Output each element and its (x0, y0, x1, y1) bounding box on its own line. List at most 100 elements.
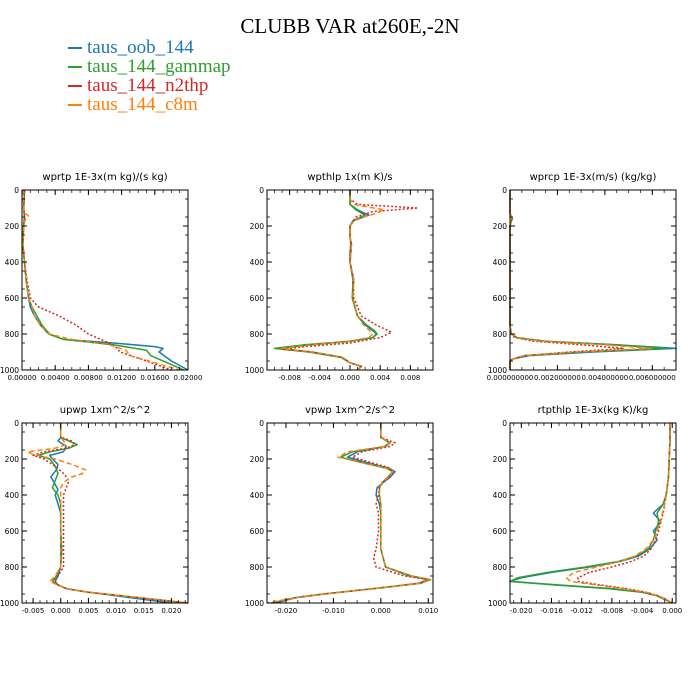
y-tick-label: 200 (493, 222, 508, 231)
series-line-taus-oob-144 (48, 423, 172, 604)
series-line-taus-144-c8m (26, 423, 189, 604)
y-tick-label: 600 (493, 527, 508, 536)
y-tick-label: 0 (259, 186, 264, 195)
y-tick-label: 0 (502, 419, 507, 428)
y-tick-label: 400 (250, 258, 265, 267)
legend-label: taus_144_gammap (87, 55, 231, 77)
x-tick-label: -0.008 (601, 607, 624, 615)
panel-wprcp: wprcp 1E-3x(m/s) (kg/kg) 0 200 400 600 800 100… (487, 172, 677, 382)
x-tick-label: 0.01200 (107, 374, 136, 382)
series-line-taus-144-c8m (281, 190, 385, 371)
series-line-taus-144-c8m (22, 189, 180, 371)
x-tick-label: -0.004 (631, 607, 654, 615)
legend-item-taus-144-gammap: taus_144_gammap (68, 55, 231, 77)
x-tick-label: 0.00000 (8, 374, 37, 382)
x-tick-label: 0.010 (106, 607, 126, 615)
y-tick-label: 1000 (488, 366, 507, 375)
legend-swatch (68, 65, 82, 68)
x-tick-label: 0.01600 (140, 374, 169, 382)
y-tick-label: 400 (5, 491, 20, 500)
panel-wpthlp: wpthlp 1x(m K)/s 0 200 400 600 800 1000 -0.008-… (245, 172, 434, 382)
x-tick-label: -0.016 (540, 607, 563, 615)
series-line-taus-144-n2thp (271, 423, 430, 604)
x-tick-label: 0.008 (400, 374, 420, 382)
panel-wprtp: wprtp 1E-3x(m kg)/(s kg) 0 200 400 600 800 100… (0, 172, 202, 382)
y-tick-label: 200 (5, 455, 20, 464)
panel-vpwp: vpwp 1xm^2/s^2 0 200 400 600 800 1000 -0.020 -0.… (245, 405, 438, 615)
panel-title: wpthlp 1x(m K)/s (307, 172, 392, 183)
legend-item-taus-144-c8m: taus_144_c8m (68, 93, 231, 115)
series-line-taus-144-c8m (509, 190, 654, 370)
y-tick-label: 800 (5, 330, 20, 339)
y-tick-label: 800 (493, 563, 508, 572)
panel-rtpthlp: rtpthlp 1E-3x(kg K)/kg02004006008001000-… (488, 405, 682, 615)
legend-label: taus_144_c8m (87, 93, 198, 115)
legend-item-taus-oob-144: taus_oob_144 (68, 37, 231, 58)
x-tick-label: 0.004 (370, 374, 391, 382)
x-tick-label: 0.000 (340, 374, 360, 382)
series-line-taus-144-n2thp (22, 189, 172, 371)
x-tick-label: 0.02000 (174, 374, 203, 382)
x-tick-label: 0.000 (51, 607, 71, 615)
legend-swatch (68, 103, 82, 106)
x-tick-label: -0.004 (309, 374, 332, 382)
panel-title: upwp 1xm^2/s^2 (60, 405, 150, 416)
panel-title: wprtp 1E-3x(m kg)/(s kg) (42, 172, 167, 183)
y-tick-label: 400 (493, 491, 508, 500)
y-tick-label: 0 (14, 419, 19, 428)
y-tick-label: 600 (5, 527, 20, 536)
y-tick-label: 400 (493, 258, 508, 267)
series-line-taus-144-n2thp (32, 423, 189, 604)
y-tick-label: 200 (5, 222, 20, 231)
series-line-taus-144-c8m (266, 423, 432, 604)
x-tick-label: -0.010 (322, 607, 345, 615)
y-tick-label: 1000 (245, 599, 264, 608)
y-tick-label: 600 (493, 294, 508, 303)
x-tick-label: 0.000 (371, 607, 391, 615)
legend-label: taus_144_n2thp (87, 74, 209, 96)
x-tick-label: 0.010 (418, 607, 438, 615)
y-tick-label: 200 (493, 455, 508, 464)
y-tick-label: 800 (250, 563, 265, 572)
y-tick-label: 1000 (0, 599, 19, 608)
legend-item-taus-144-n2thp: taus_144_n2thp (68, 74, 231, 96)
y-tick-label: 200 (250, 222, 265, 231)
panel-title: wprcp 1E-3x(m/s) (kg/kg) (530, 172, 657, 183)
x-tick-label: 0.020 (161, 607, 181, 615)
plot-frame (21, 422, 189, 604)
x-tick-label: -0.020 (275, 607, 298, 615)
series-line-taus-oob-144 (22, 189, 189, 371)
y-tick-label: 600 (5, 294, 20, 303)
series-line-taus-144-c8m (565, 423, 673, 604)
plot-frame (266, 422, 434, 604)
legend-swatch (68, 46, 82, 49)
plot-frame (509, 422, 677, 604)
y-tick-label: 400 (5, 258, 20, 267)
y-tick-label: 800 (5, 563, 20, 572)
panel-upwp: upwp 1xm^2/s^2 0 200 400 600 800 1000-0.005 0.0… (0, 405, 189, 615)
y-tick-label: 0 (14, 186, 19, 195)
x-tick-label: 0.006000000 (629, 374, 676, 382)
x-tick-label: -0.005 (22, 607, 45, 615)
y-tick-label: 1000 (488, 599, 507, 608)
legend-swatch (68, 84, 82, 87)
x-tick-label: -0.012 (570, 607, 593, 615)
x-tick-label: -0.008 (278, 374, 301, 382)
y-tick-label: 600 (250, 294, 265, 303)
series-line-taus-oob-144 (509, 190, 677, 370)
y-tick-label: 1000 (0, 366, 19, 375)
y-tick-label: 200 (250, 455, 265, 464)
series-line-taus-144-n2thp (281, 190, 419, 371)
x-tick-label: 0.00400 (41, 374, 70, 382)
x-tick-label: -0.020 (510, 607, 533, 615)
legend: taus_oob_144 taus_144_gammap taus_144_n2… (68, 37, 231, 115)
x-tick-label: 0.005 (78, 607, 98, 615)
y-tick-label: 0 (502, 186, 507, 195)
y-tick-label: 800 (250, 330, 265, 339)
series-line-taus-144-n2thp (577, 423, 673, 604)
y-tick-label: 800 (493, 330, 508, 339)
x-tick-label: 0.004000000 (581, 374, 628, 382)
panel-title: rtpthlp 1E-3x(kg K)/kg (538, 405, 649, 416)
x-tick-label: 0.00800 (74, 374, 103, 382)
